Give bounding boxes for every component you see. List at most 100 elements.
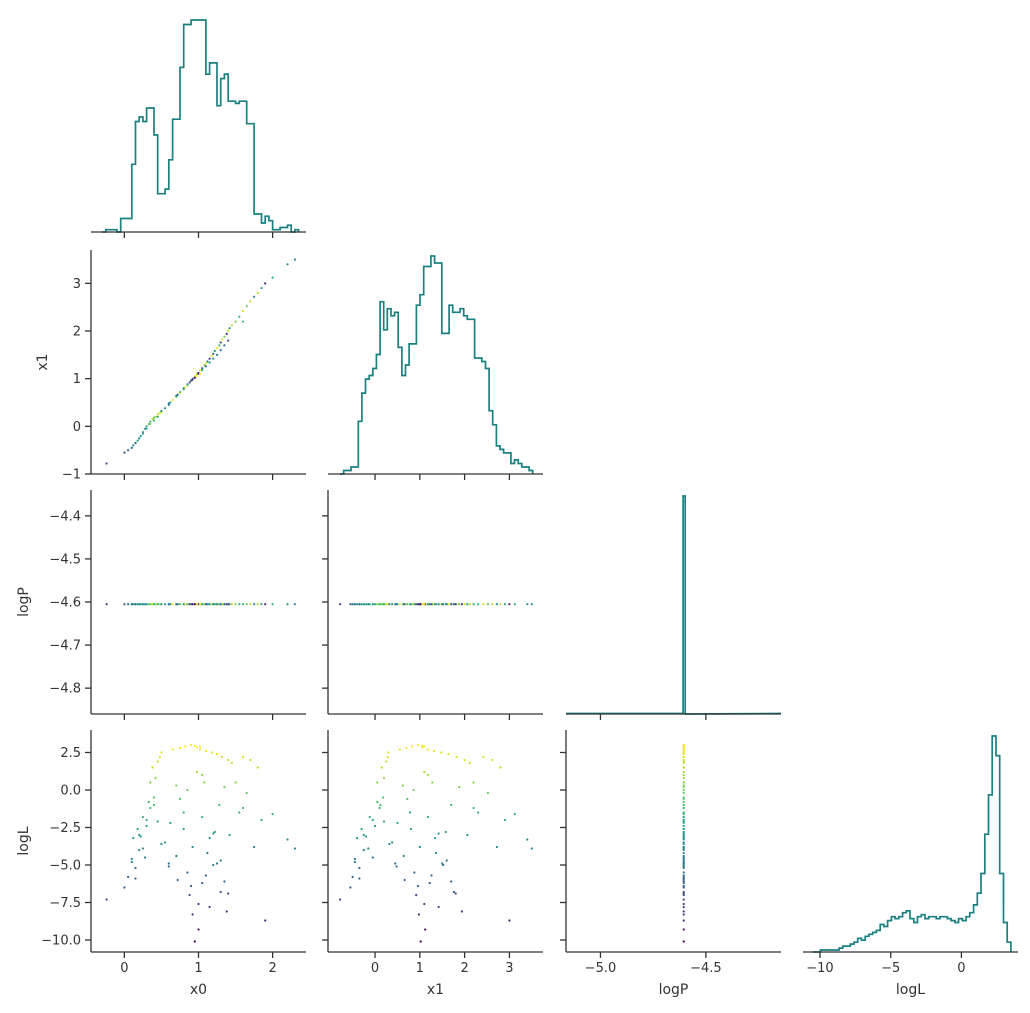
scatter-point	[682, 862, 685, 865]
scatter-point	[234, 781, 237, 784]
scatter-point	[373, 824, 377, 828]
scatter-point	[167, 865, 170, 868]
scatter-point	[508, 919, 511, 922]
y-axis-label-logP: logP	[16, 587, 32, 617]
scatter-point	[164, 407, 167, 410]
scatter-point	[482, 755, 485, 759]
scatter-point	[388, 603, 391, 606]
scatter-point	[421, 746, 424, 749]
scatter-point	[419, 603, 422, 606]
scatter-point	[139, 835, 142, 838]
scatter-point	[379, 803, 382, 807]
scatter-point	[198, 603, 202, 606]
scatter-point	[682, 773, 685, 777]
scatter-point	[167, 862, 170, 865]
scatter-point	[171, 748, 174, 751]
scatter-point	[149, 781, 152, 784]
scatter-point	[455, 755, 458, 759]
x-tick-label: 0	[371, 961, 379, 976]
scatter-point	[499, 766, 502, 769]
scatter-point	[198, 372, 202, 375]
scatter-point	[197, 902, 200, 906]
scatter-point	[349, 886, 352, 889]
scatter-point	[415, 893, 418, 897]
scatter-point	[260, 603, 263, 606]
scatter-point	[164, 603, 167, 606]
scatter-point	[178, 746, 182, 750]
scatter-point	[208, 357, 211, 360]
scatter-point	[212, 832, 215, 835]
scatter-point	[141, 847, 144, 850]
scatter-point	[360, 603, 363, 606]
y-tick-label: 1	[73, 372, 81, 387]
scatter-point	[437, 832, 440, 835]
scatter-point	[495, 603, 498, 606]
scatter-point	[416, 743, 420, 747]
scatter-point	[201, 773, 204, 777]
scatter-point	[156, 760, 159, 763]
scatter-point	[426, 748, 429, 751]
scatter-point	[223, 880, 226, 883]
scatter-point	[409, 827, 412, 831]
scatter-point	[253, 845, 256, 849]
scatter-point	[682, 832, 685, 835]
scatter-point	[136, 827, 139, 831]
scatter-point	[201, 369, 204, 372]
scatter-point	[182, 827, 185, 831]
scatter-point	[386, 755, 389, 759]
scatter-point	[499, 603, 502, 606]
scatter-point	[682, 884, 685, 888]
scatter-point	[682, 913, 685, 916]
scatter-point	[138, 437, 141, 440]
scatter-point	[382, 796, 385, 799]
scatter-point	[171, 603, 174, 606]
scatter-point	[376, 781, 379, 784]
scatter-panel-x0-x1	[105, 258, 296, 465]
scatter-point	[201, 603, 204, 606]
x-axis-label-logL: logL	[896, 982, 925, 998]
scatter-point	[441, 603, 444, 606]
scatter-point	[204, 749, 207, 753]
scatter-point	[682, 827, 685, 831]
scatter-point	[495, 845, 498, 849]
scatter-point	[208, 361, 211, 364]
scatter-point	[105, 462, 108, 465]
x-axis-label-x0: x0	[190, 982, 207, 998]
scatter-point	[682, 824, 685, 828]
scatter-point	[230, 324, 233, 327]
scatter-point	[206, 360, 209, 363]
scatter-point	[227, 329, 230, 333]
scatter-point	[682, 788, 685, 792]
scatter-point	[206, 851, 209, 855]
scatter-point	[682, 776, 685, 780]
scatter-point	[158, 755, 161, 759]
scatter-point	[460, 910, 463, 913]
scatter-point	[286, 603, 289, 606]
scatter-point	[682, 851, 685, 855]
scatter-point	[156, 413, 159, 416]
scatter-point	[477, 603, 480, 606]
scatter-point	[441, 862, 444, 865]
scatter-point	[682, 928, 685, 931]
scatter-point	[351, 603, 354, 606]
scatter-point	[241, 309, 245, 313]
scatter-point	[223, 344, 226, 347]
scatter-point	[141, 603, 144, 606]
scatter-point	[195, 374, 199, 377]
scatter-point	[256, 603, 259, 606]
scatter-point	[154, 415, 157, 418]
y-tick-label: −4.5	[49, 552, 81, 567]
scatter-point	[454, 603, 457, 606]
scatter-point	[447, 752, 450, 756]
scatter-point	[160, 842, 163, 846]
scatter-point	[431, 781, 434, 784]
scatter-point	[201, 881, 204, 885]
scatter-point	[406, 797, 409, 801]
scatter-point	[682, 745, 685, 748]
scatter-point	[139, 434, 142, 437]
x-axis-label-x1: x1	[427, 982, 444, 998]
scatter-point	[149, 603, 152, 606]
scatter-point	[238, 603, 241, 606]
scatter-point	[466, 603, 469, 606]
scatter-point	[417, 913, 420, 916]
